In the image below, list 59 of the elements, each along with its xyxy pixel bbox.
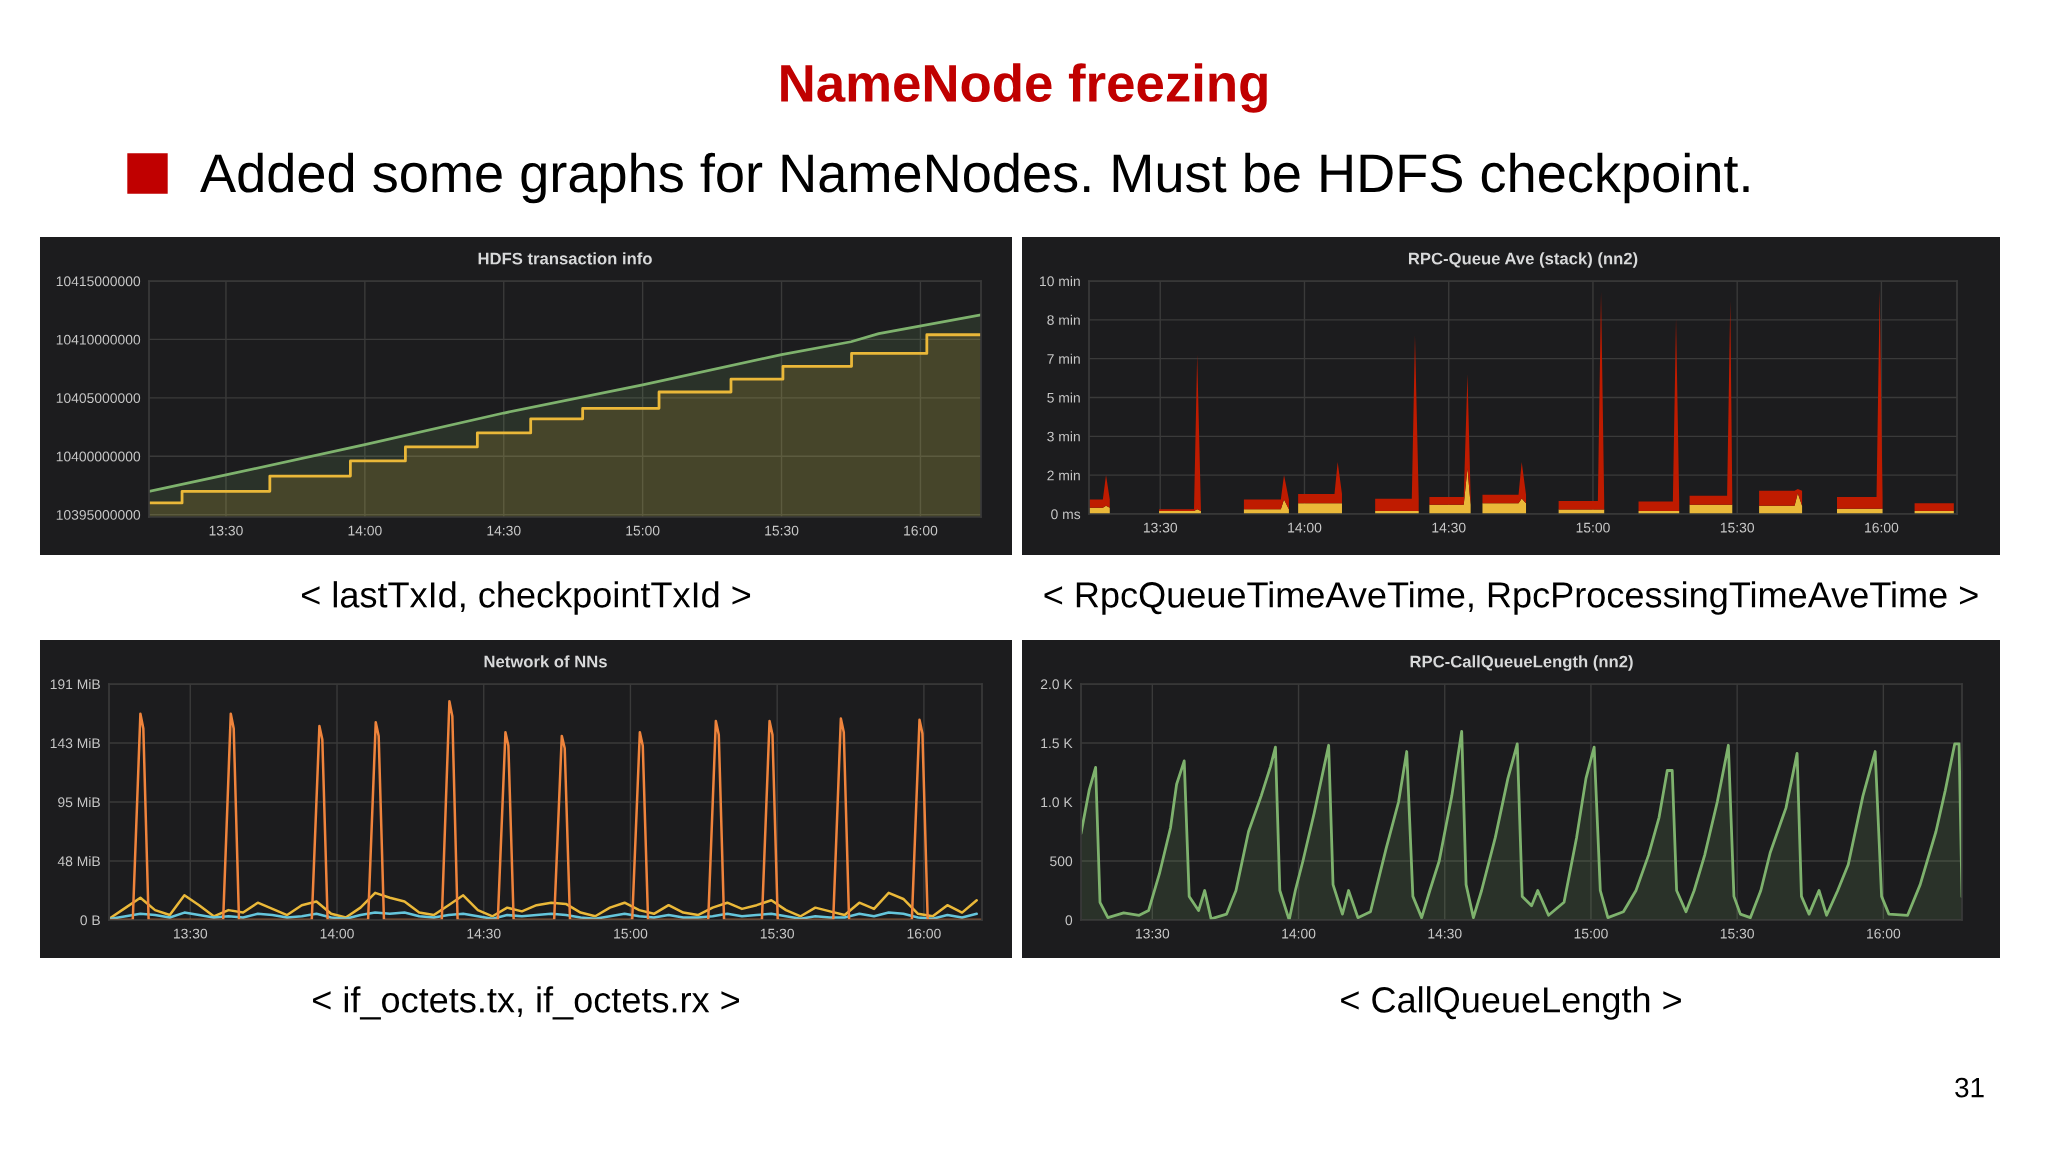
chart-title: HDFS transaction info — [478, 252, 652, 265]
y-tick-label: 191 MiB — [50, 678, 100, 690]
y-tick-label: 7 min — [1047, 353, 1080, 364]
chart-title: RPC-CallQueueLength (nn2) — [1410, 655, 1633, 671]
x-tick-label: 15:30 — [760, 928, 795, 939]
y-tick-label: 2 min — [1047, 470, 1080, 481]
text: 31 — [1955, 1077, 1984, 1098]
x-tick-label: 14:00 — [320, 928, 354, 939]
x-tick-label: 14:00 — [1288, 522, 1322, 533]
x-tick-label: 14:30 — [487, 525, 521, 536]
y-tick-label: 10 min — [1040, 275, 1080, 287]
x-tick-label: 15:00 — [1576, 522, 1610, 533]
chart-title: Network of NNs — [484, 655, 607, 668]
x-tick-label: 15:30 — [1720, 522, 1755, 533]
line-series — [109, 911, 978, 920]
text: < RpcQueueTimeAveTime, RpcProcessingTimeAveTime > — [1044, 581, 1978, 615]
x-tick-label: 13:30 — [1143, 522, 1178, 533]
y-tick-label: 0 B — [80, 915, 100, 926]
y-tick-label: 500 — [1050, 856, 1073, 867]
x-tick-label: 15:00 — [1574, 928, 1608, 939]
text: NameNode freezing — [781, 63, 1267, 113]
y-tick-label: 10410000000 — [56, 334, 141, 345]
y-tick-label: 10400000000 — [56, 451, 141, 462]
y-tick-label: 5 min — [1047, 392, 1080, 403]
y-tick-label: 10405000000 — [56, 393, 141, 403]
x-tick-label: 16:00 — [1867, 928, 1901, 939]
y-tick-label: 48 MiB — [57, 855, 100, 867]
y-tick-label: 10415000000 — [56, 276, 141, 287]
x-tick-label: 16:00 — [1865, 522, 1899, 533]
text: Added some graphs for NameNodes. Must be HDFS checkpoint. — [200, 152, 1749, 204]
x-tick-label: 14:00 — [348, 525, 382, 536]
x-tick-label: 14:30 — [1432, 522, 1466, 533]
x-tick-label: 14:30 — [467, 928, 501, 939]
y-tick-label: 10395000000 — [56, 510, 141, 520]
y-tick-label: 0 — [1065, 915, 1073, 926]
y-tick-label: 2.0 K — [1040, 679, 1073, 690]
text: < if_octets.tx, if_octets.rx > — [313, 986, 739, 1020]
x-tick-label: 14:00 — [1282, 928, 1316, 939]
x-tick-label: 15:00 — [614, 928, 648, 939]
y-tick-label: 143 MiB — [50, 737, 100, 749]
x-tick-label: 13:30 — [1136, 928, 1170, 939]
y-tick-label: 0 ms — [1051, 509, 1081, 520]
x-tick-label: 16:00 — [907, 928, 941, 939]
y-tick-label: 1.5 K — [1041, 738, 1073, 749]
y-tick-label: 8 min — [1047, 314, 1080, 325]
y-tick-label: 3 min — [1047, 431, 1080, 442]
text: < CallQueueLength > — [1341, 986, 1681, 1020]
y-tick-label: 1.0 K — [1041, 797, 1073, 808]
x-tick-label: 15:30 — [765, 525, 799, 536]
chart-title: RPC-Queue Ave (stack) (nn2) — [1408, 252, 1638, 268]
x-tick-label: 15:00 — [626, 525, 660, 536]
x-tick-label: 15:30 — [1720, 928, 1754, 939]
y-tick-label: 95 MiB — [58, 796, 100, 808]
line-series — [109, 891, 978, 919]
text: < lastTxId, checkpointTxId > — [301, 581, 751, 615]
x-tick-label: 13:30 — [209, 525, 243, 536]
x-tick-label: 14:30 — [1428, 928, 1462, 939]
x-tick-label: 16:00 — [904, 525, 938, 536]
x-tick-label: 13:30 — [173, 928, 208, 939]
